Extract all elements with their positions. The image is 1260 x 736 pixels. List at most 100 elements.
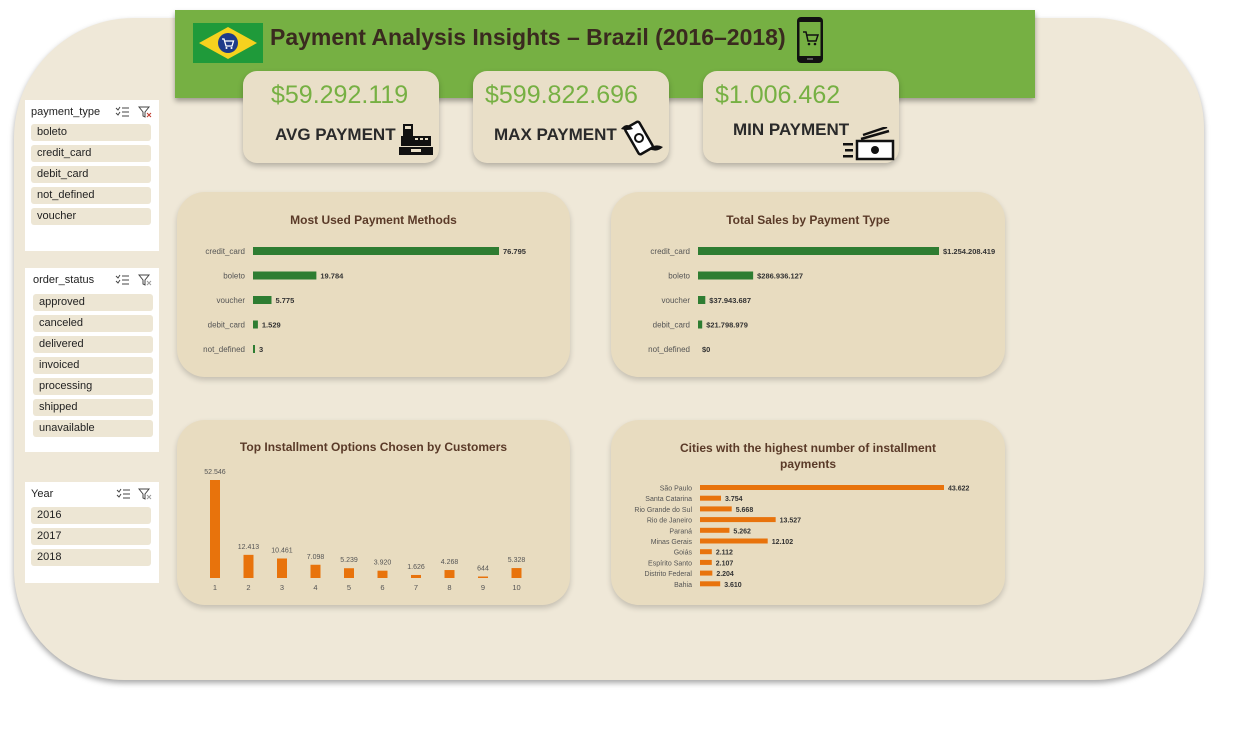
data-label: $0 [702,345,710,354]
multi-select-icon[interactable] [115,273,129,291]
data-label: 12.102 [772,539,794,546]
slicer-item-canceled[interactable]: canceled [33,315,153,332]
bar [700,559,712,565]
data-label: 43.622 [948,486,970,493]
slicer-item-2016[interactable]: 2016 [31,507,151,524]
data-label: 3.754 [725,496,743,503]
bar [700,517,776,523]
category-label: boleto [668,272,690,281]
data-label: 1.626 [407,564,425,571]
category-label: boleto [223,272,245,281]
bar [700,485,944,490]
multi-select-icon[interactable] [116,487,130,505]
bar [700,581,721,587]
data-label: 5.775 [275,296,294,305]
chart-top-installment-options: Top Installment Options Chosen by Custom… [177,420,570,605]
chart-title: Top Installment Options Chosen by Custom… [239,440,508,454]
slicer-item-debit-card[interactable]: debit_card [31,166,151,183]
bar [344,568,354,578]
slicer-item-invoiced[interactable]: invoiced [33,357,153,374]
slicer-item-delivered[interactable]: delivered [33,336,153,353]
category-label: São Paulo [660,486,692,493]
category-label: Distrito Federal [645,571,693,578]
slicer-item-credit-card[interactable]: credit_card [31,145,151,162]
data-label: 3 [259,345,263,354]
kpi-value: $599.822.696 [485,81,638,109]
category-label: Santa Catarina [645,496,692,503]
data-label: 10.461 [271,547,293,554]
bar [700,495,721,501]
slicer-item-2018[interactable]: 2018 [31,549,151,566]
chart-svg: 52.546 1 12.413 2 10.461 3 7.098 4 5.239 5 3.920 6 1… [204,469,525,592]
chart-total-sales-by-payment-type: Total Sales by Payment Type credit_card $… [611,192,1005,377]
category-label: 10 [512,583,520,592]
category-label: Bahia [674,582,692,589]
bar [377,570,388,578]
category-label: 2 [246,583,250,592]
bar [700,506,732,512]
data-label: 7.098 [307,554,325,561]
data-label: 12.413 [238,544,260,551]
slicer-item-2017[interactable]: 2017 [31,528,151,545]
category-label: credit_card [650,247,690,256]
data-label: $286.936.127 [757,272,803,281]
data-label: 2.204 [716,571,734,578]
category-label: debit_card [208,321,245,330]
slicer-item-unavailable[interactable]: unavailable [33,420,153,437]
flying-money-icon [619,117,665,164]
slicer-item-approved[interactable]: approved [33,294,153,311]
brazil-flag-icon [193,23,263,63]
chart-svg: São Paulo 43.622 Santa Catarina 3.754 Rio Gr… [634,485,970,589]
data-label: $21.798.979 [706,321,748,330]
data-label: 5.262 [733,528,751,535]
bar [698,296,706,304]
chart-most-used-payment-methods: Most Used Payment Methods credit_card 76.… [177,192,570,377]
mobile-cart-icon [796,16,824,69]
clear-filter-icon[interactable] [137,487,152,505]
bar [253,320,258,329]
clear-filter-icon[interactable] [137,105,152,123]
slicer-item-processing[interactable]: processing [33,378,153,395]
slicer-title: payment_type [31,106,101,118]
bar [444,570,455,578]
kpi-label: MAX PAYMENT [494,125,617,144]
category-label: 7 [414,583,418,592]
kpi-max-payment: $599.822.696 MAX PAYMENT [473,71,669,163]
data-label: 52.546 [204,469,226,476]
category-label: Minas Gerais [651,539,693,546]
kpi-avg-payment: $59.292.119 AVG PAYMENT [243,71,439,163]
category-label: 4 [313,583,317,592]
category-label: Rio Grande do Sul [634,507,692,514]
page-title: Payment Analysis Insights – Brazil (2016… [270,24,786,50]
category-label: Goiás [674,550,693,557]
bar [700,527,730,533]
bar [700,549,712,555]
category-label: 3 [280,583,284,592]
bar [253,296,272,304]
data-label: $1.254.208.419 [943,247,995,256]
cash-register-icon [399,123,433,160]
data-label: 13.527 [780,518,802,525]
slicer-item-voucher[interactable]: voucher [31,208,151,225]
bar [478,576,488,578]
slicer-item-shipped[interactable]: shipped [33,399,153,416]
bar [411,574,421,578]
slicer-title: Year [31,488,54,500]
bar [210,480,220,578]
category-label: 6 [380,583,384,592]
multi-select-icon[interactable] [115,105,129,123]
chart-svg: credit_card $1.254.208.419 boleto $286.936.… [648,247,995,354]
clear-filter-icon[interactable] [137,273,152,291]
slicer-item-boleto[interactable]: boleto [31,124,151,141]
slicer-item-not-defined[interactable]: not_defined [31,187,151,204]
bar [511,568,522,578]
header-banner: Payment Analysis Insights – Brazil (2016… [175,10,1035,98]
chart-cities-installment-payments: Cities with the highest number of instal… [611,420,1005,605]
chart-title: Most Used Payment Methods [290,213,457,227]
category-label: 5 [347,583,351,592]
category-label: Espírito Santo [648,560,692,567]
bar [310,564,321,578]
data-label: 2.107 [716,560,734,567]
bar [698,320,703,329]
category-label: not_defined [648,345,690,354]
